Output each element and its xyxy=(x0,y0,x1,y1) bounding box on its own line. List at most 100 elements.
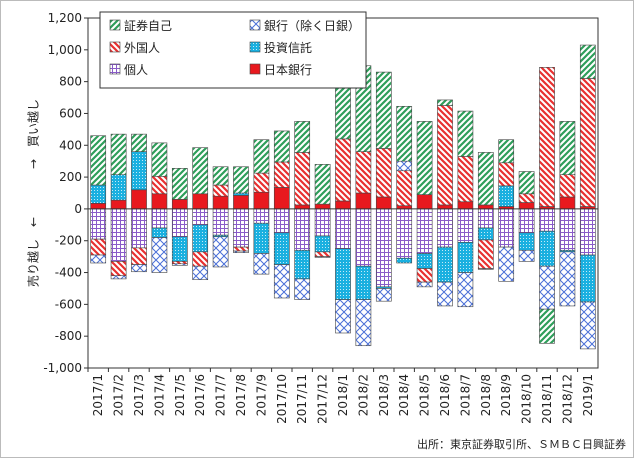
x-tick-label: 2017/4 xyxy=(152,374,166,416)
bar-segment xyxy=(294,249,311,280)
x-tick-label: 2018/5 xyxy=(418,374,432,416)
bar-segment xyxy=(416,194,433,210)
bar-segment xyxy=(437,246,453,283)
bar-segment xyxy=(273,187,290,210)
bar-segment xyxy=(151,193,168,210)
bar-segment xyxy=(212,184,229,197)
bar-segment xyxy=(375,196,392,210)
bar-segment xyxy=(253,208,270,224)
bar-segment xyxy=(477,208,494,229)
bar-segment xyxy=(518,171,535,195)
bar-segment xyxy=(314,256,331,258)
bar-segment xyxy=(559,208,576,251)
bar-segment xyxy=(518,208,535,234)
bar-segment xyxy=(518,232,535,251)
bar-segment xyxy=(110,275,127,280)
y-tick-label: 1,000 xyxy=(48,43,82,57)
y-tick-label: -1,000 xyxy=(43,361,82,375)
bar-segment xyxy=(294,204,311,210)
bar-segment xyxy=(335,299,351,334)
bar-segment xyxy=(396,170,413,207)
bar-segment xyxy=(335,248,351,300)
bar-segment xyxy=(355,208,372,267)
y-tick-label: 600 xyxy=(59,106,82,120)
x-tick-label: 2018/2 xyxy=(356,374,370,416)
bar-segment xyxy=(294,208,311,251)
bar-segment xyxy=(559,121,576,176)
bar-segment xyxy=(273,208,290,234)
legend-box xyxy=(99,11,367,89)
bar-segment xyxy=(90,254,107,264)
bar-segment xyxy=(539,265,555,310)
bar-segment xyxy=(314,251,331,257)
bar-segment xyxy=(151,227,168,238)
bar-segment xyxy=(314,235,331,253)
bar-segment xyxy=(90,238,107,256)
bar-segment xyxy=(375,288,392,302)
bar-segment xyxy=(253,222,270,254)
bar-segment xyxy=(90,203,107,210)
bar-segment xyxy=(335,138,351,202)
x-tick-label: 2017/12 xyxy=(316,374,330,424)
bar-segment xyxy=(416,253,433,269)
y-tick-label: -200 xyxy=(55,234,82,248)
legend-label: 個人 xyxy=(124,63,148,77)
bar-segment xyxy=(90,135,107,186)
legend-swatch xyxy=(249,63,261,75)
bar-segment xyxy=(192,208,209,226)
x-tick-label: 2017/11 xyxy=(295,374,309,424)
bar-segment xyxy=(212,236,229,268)
legend-label: 証券自己 xyxy=(124,18,172,33)
bar-segment xyxy=(110,199,127,210)
bar-segment xyxy=(192,193,209,210)
bar-segment xyxy=(477,227,494,241)
bar-segment xyxy=(477,152,494,206)
bar-segment xyxy=(192,224,209,253)
bar-segment xyxy=(131,208,147,249)
bar-segment xyxy=(579,208,596,256)
bar-segment xyxy=(518,193,535,203)
bar-segment xyxy=(171,263,188,266)
bar-segment xyxy=(416,281,433,288)
bar-segment xyxy=(457,156,474,203)
bar-segment xyxy=(437,99,453,106)
x-tick-label: 2018/6 xyxy=(438,374,452,416)
x-tick-label: 2018/3 xyxy=(377,374,391,416)
bar-segment xyxy=(396,160,413,172)
bar-segment xyxy=(233,250,249,253)
bar-segment xyxy=(437,204,453,210)
bar-segment xyxy=(110,208,127,262)
bar-segment xyxy=(151,142,168,177)
bar-segment xyxy=(192,265,209,281)
bar-segment xyxy=(355,192,372,210)
bar-segment xyxy=(233,166,249,194)
bar-segment xyxy=(539,308,555,344)
bar-segment xyxy=(233,192,249,196)
bar-segment xyxy=(90,208,107,240)
bar-segment xyxy=(171,261,188,265)
y-tick-label: 400 xyxy=(59,138,82,152)
legend-swatch xyxy=(109,41,121,53)
bar-segment xyxy=(477,268,494,270)
bar-segment xyxy=(110,174,127,201)
bar-segment xyxy=(294,278,311,300)
x-tick-label: 2017/1 xyxy=(91,374,105,416)
bar-segment xyxy=(437,208,453,248)
bar-segment xyxy=(233,208,249,248)
bar-segment xyxy=(375,71,392,149)
bar-segment xyxy=(253,172,270,193)
x-tick-label: 2017/10 xyxy=(275,374,289,424)
bar-segment xyxy=(355,299,372,347)
bar-segment xyxy=(437,105,453,206)
bar-segment xyxy=(90,184,107,204)
bar-segment xyxy=(294,152,311,206)
bar-segment xyxy=(273,264,290,299)
bar-segment xyxy=(131,264,147,273)
bar-segment xyxy=(171,168,188,200)
x-tick-label: 2017/5 xyxy=(173,374,187,416)
bar-segment xyxy=(579,301,596,350)
y-tick-label: -400 xyxy=(55,266,82,280)
bar-segment xyxy=(151,175,168,195)
bar-segment xyxy=(273,161,290,188)
